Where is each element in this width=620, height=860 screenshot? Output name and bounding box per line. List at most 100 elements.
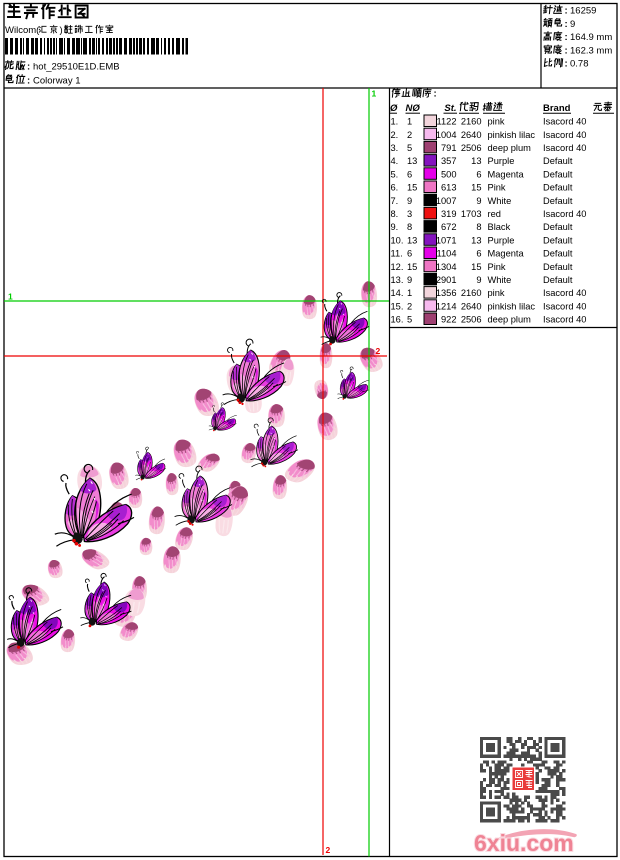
svg-text:1703: 1703 — [461, 209, 482, 219]
svg-text:St.: St. — [444, 103, 456, 114]
svg-text:pinkish lilac: pinkish lilac — [488, 130, 536, 140]
svg-text:13: 13 — [471, 235, 481, 245]
svg-text:13: 13 — [471, 156, 481, 166]
svg-text:1: 1 — [407, 117, 412, 127]
svg-text:Pink: Pink — [488, 183, 506, 193]
svg-text:357: 357 — [441, 156, 457, 166]
svg-text:791: 791 — [441, 143, 457, 153]
svg-text:1: 1 — [8, 292, 13, 302]
svg-text:1: 1 — [372, 89, 377, 99]
svg-text::: : — [27, 62, 30, 73]
svg-text:pink: pink — [488, 288, 505, 298]
svg-text:9: 9 — [476, 275, 481, 285]
svg-text:0.78: 0.78 — [570, 59, 589, 70]
svg-text:1356: 1356 — [436, 288, 457, 298]
svg-text:15.: 15. — [391, 301, 404, 311]
svg-text:White: White — [488, 275, 512, 285]
svg-text:8.: 8. — [391, 209, 399, 219]
svg-text:pink: pink — [488, 117, 505, 127]
svg-text:319: 319 — [441, 209, 457, 219]
svg-text:6: 6 — [476, 169, 481, 179]
svg-text:1122: 1122 — [437, 117, 457, 127]
svg-text:9: 9 — [407, 275, 412, 285]
svg-text:15: 15 — [471, 262, 481, 272]
svg-text:8: 8 — [476, 222, 481, 232]
svg-text:2: 2 — [326, 845, 331, 855]
svg-text:Wilcom(: Wilcom( — [5, 25, 40, 36]
svg-text:1007: 1007 — [436, 196, 457, 206]
svg-text:1: 1 — [407, 288, 412, 298]
svg-text:Default: Default — [543, 235, 573, 245]
svg-text:Default: Default — [543, 222, 573, 232]
svg-text:3: 3 — [407, 209, 412, 219]
svg-text:Purple: Purple — [488, 156, 515, 166]
svg-text:Default: Default — [543, 156, 573, 166]
svg-text:Default: Default — [543, 169, 573, 179]
svg-text:Colorway 1: Colorway 1 — [33, 76, 81, 87]
svg-text:9.: 9. — [391, 222, 399, 232]
svg-text:13: 13 — [407, 235, 417, 245]
svg-text:7.: 7. — [391, 196, 399, 206]
svg-text:16259: 16259 — [570, 6, 596, 17]
svg-text:Isacord 40: Isacord 40 — [543, 209, 586, 219]
svg-text:Default: Default — [543, 262, 573, 272]
svg-text:11.: 11. — [391, 249, 403, 259]
svg-text:2: 2 — [376, 346, 381, 356]
svg-text::: : — [27, 76, 30, 87]
svg-text:13: 13 — [407, 156, 417, 166]
svg-text:613: 613 — [441, 183, 457, 193]
svg-text:Default: Default — [543, 183, 573, 193]
svg-text:13.: 13. — [391, 275, 404, 285]
svg-text:Brand: Brand — [543, 103, 571, 114]
svg-text:Isacord 40: Isacord 40 — [543, 288, 586, 298]
svg-text:Pink: Pink — [488, 262, 506, 272]
svg-text::: : — [565, 6, 568, 17]
svg-text:8: 8 — [407, 222, 412, 232]
svg-text:15: 15 — [407, 262, 417, 272]
svg-text:2: 2 — [407, 130, 412, 140]
svg-text:1004: 1004 — [436, 130, 457, 140]
svg-text:2640: 2640 — [461, 130, 482, 140]
svg-text:6: 6 — [407, 249, 412, 259]
svg-text:Default: Default — [543, 249, 573, 259]
svg-text:2506: 2506 — [461, 315, 482, 325]
svg-text:6.: 6. — [391, 183, 399, 193]
svg-text:2: 2 — [407, 301, 412, 311]
svg-text:5.: 5. — [391, 169, 399, 179]
svg-text:1.: 1. — [391, 117, 399, 127]
svg-text:1214: 1214 — [436, 301, 457, 311]
svg-text:Isacord 40: Isacord 40 — [543, 117, 586, 127]
svg-text:9: 9 — [407, 196, 412, 206]
svg-text::: : — [565, 32, 568, 43]
svg-text:672: 672 — [441, 222, 457, 232]
svg-text:15: 15 — [471, 183, 481, 193]
svg-text:16.: 16. — [391, 315, 404, 325]
svg-text::: : — [565, 59, 568, 70]
svg-text:Ø: Ø — [390, 103, 398, 114]
svg-text:6xiu.com: 6xiu.com — [474, 830, 574, 856]
svg-text:1104: 1104 — [437, 249, 457, 259]
svg-text:deep plum: deep plum — [488, 143, 532, 153]
svg-text:Isacord 40: Isacord 40 — [543, 130, 586, 140]
svg-text:Purple: Purple — [488, 235, 515, 245]
svg-text::: : — [434, 89, 437, 100]
svg-text:): ) — [60, 25, 63, 36]
svg-text:White: White — [488, 196, 512, 206]
svg-text::: : — [565, 45, 568, 56]
svg-text:10.: 10. — [391, 235, 404, 245]
svg-text:14.: 14. — [391, 288, 404, 298]
svg-text:6: 6 — [407, 169, 412, 179]
svg-text:4.: 4. — [391, 156, 399, 166]
svg-text:15: 15 — [407, 183, 417, 193]
svg-text:Isacord 40: Isacord 40 — [543, 143, 586, 153]
svg-text:500: 500 — [441, 169, 457, 179]
svg-text:2.: 2. — [391, 130, 399, 140]
svg-text:2901: 2901 — [436, 275, 457, 285]
svg-text:Isacord 40: Isacord 40 — [543, 301, 586, 311]
svg-text:9: 9 — [476, 196, 481, 206]
svg-text:162.3 mm: 162.3 mm — [570, 45, 612, 56]
svg-text:2640: 2640 — [461, 301, 482, 311]
svg-text:5: 5 — [407, 143, 412, 153]
svg-text:922: 922 — [441, 315, 457, 325]
svg-text:2506: 2506 — [461, 143, 482, 153]
